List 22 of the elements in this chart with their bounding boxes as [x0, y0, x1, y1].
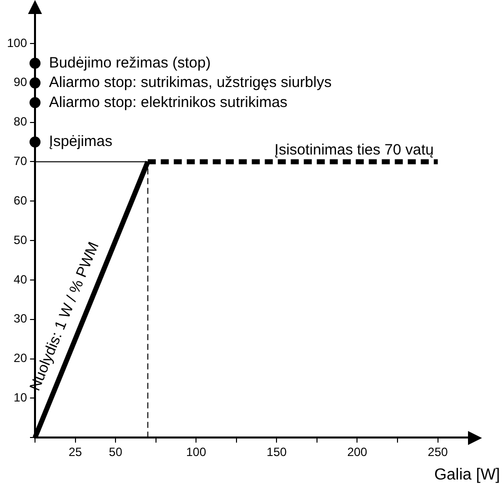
x-tick-label: 100: [186, 445, 206, 460]
y-tick-label: 100: [6, 36, 28, 50]
x-tick-label: 25: [68, 445, 82, 460]
x-tick-label: 200: [347, 445, 368, 460]
x-tick-label: 250: [428, 445, 448, 460]
annotation: Aliarmo stop: sutrikimas, užstrigęs siurblys: [49, 74, 332, 92]
x-tick-label: 50: [108, 445, 123, 460]
annotation: Aliarmo stop: elektrinikos sutrikimas: [49, 94, 288, 111]
x-tick-label: 150: [266, 445, 288, 460]
y-tick-label: 40: [14, 272, 28, 286]
y-tick-label: 70: [14, 154, 28, 168]
annotation: Įsisotinimas ties 70 vatų: [274, 141, 434, 158]
y-tick-label: 60: [14, 193, 28, 208]
y-tick-label: 30: [14, 312, 28, 326]
x-axis-title: Galia [W]: [434, 466, 500, 484]
y-tick-label: 90: [14, 75, 28, 90]
y-tick-label: 10: [14, 390, 28, 405]
y-tick-label: 20: [14, 351, 28, 366]
annotation: Įspėjimas: [49, 133, 112, 150]
y-tick-label: 50: [14, 232, 28, 247]
annotation: Budėjimo režimas (stop): [49, 54, 211, 72]
y-tick-label: 80: [14, 114, 28, 129]
